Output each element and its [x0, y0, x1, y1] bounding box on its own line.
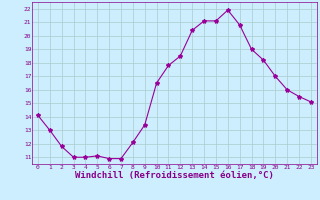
X-axis label: Windchill (Refroidissement éolien,°C): Windchill (Refroidissement éolien,°C): [75, 171, 274, 180]
